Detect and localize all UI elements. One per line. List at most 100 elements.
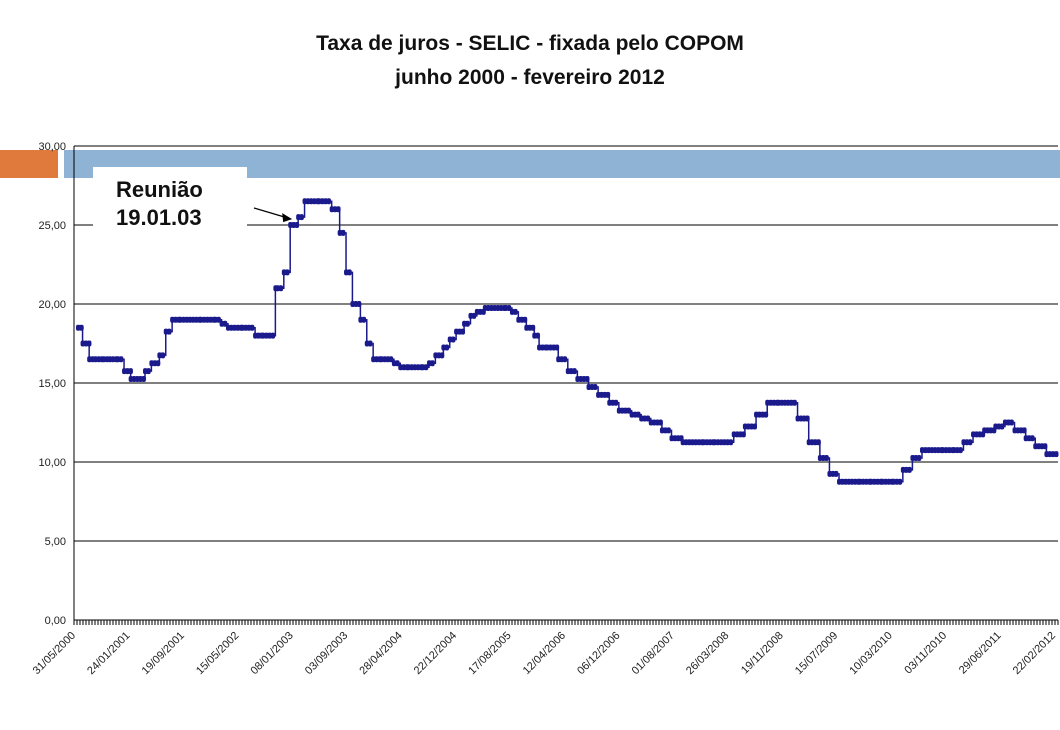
data-point — [347, 269, 352, 276]
y-tick-label: 0,00 — [45, 615, 66, 627]
data-point — [562, 356, 568, 363]
data-point — [605, 391, 611, 398]
y-tick-label: 5,00 — [45, 536, 66, 548]
data-point — [1054, 451, 1059, 458]
x-tick-label: 15/05/2002 — [194, 630, 241, 677]
data-point — [763, 411, 769, 418]
annotation-box — [93, 167, 247, 239]
data-point — [146, 368, 151, 375]
x-tick-label: 06/12/2006 — [575, 630, 622, 677]
data-point — [460, 328, 466, 335]
data-point — [361, 316, 367, 323]
x-tick-label: 22/02/2012 — [1011, 630, 1058, 677]
data-point — [278, 285, 284, 292]
data-point — [666, 427, 671, 434]
x-tick-label: 15/07/2009 — [793, 630, 840, 677]
data-point — [444, 344, 450, 351]
x-tick-label: 29/06/2011 — [957, 630, 1004, 677]
data-point — [160, 352, 166, 359]
chart-title: Taxa de juros - SELIC - fixada pelo COPO… — [316, 32, 744, 55]
data-point — [572, 368, 577, 375]
chart-subtitle: junho 2000 - fevereiro 2012 — [395, 66, 665, 89]
x-tick-label: 03/09/2003 — [303, 630, 350, 677]
data-point — [999, 423, 1005, 430]
data-point — [1030, 435, 1035, 442]
data-point — [128, 368, 133, 375]
y-tick-label: 10,00 — [38, 457, 66, 469]
arrow-head — [282, 213, 293, 223]
data-point — [833, 470, 839, 477]
data-point — [356, 301, 362, 307]
data-point — [465, 320, 470, 327]
annotation-line1: Reunião — [116, 177, 203, 202]
y-tick-label: 30,00 — [38, 141, 66, 153]
data-point — [626, 407, 631, 414]
data-point — [340, 229, 346, 236]
x-tick-label: 28/04/2004 — [357, 630, 404, 677]
x-tick-label: 22/12/2004 — [412, 630, 459, 677]
x-tick-label: 08/01/2003 — [248, 630, 295, 677]
y-tick-label: 25,00 — [38, 220, 66, 232]
data-point — [1009, 419, 1014, 426]
data-point — [636, 411, 641, 418]
data-point — [141, 376, 146, 383]
y-tick-label: 20,00 — [38, 299, 66, 311]
data-point — [816, 439, 821, 446]
data-point — [439, 352, 445, 359]
data-point — [658, 419, 663, 426]
x-tick-label: 10/03/2010 — [847, 630, 894, 677]
data-point — [805, 415, 810, 422]
data-point — [592, 383, 598, 390]
data-point — [958, 447, 963, 454]
data-point — [270, 332, 276, 339]
data-point — [294, 222, 300, 228]
y-tick-label: 15,00 — [38, 378, 66, 390]
annotation-label: Reunião 19.01.03 — [116, 176, 203, 232]
data-point — [216, 316, 221, 323]
data-point — [916, 455, 922, 462]
data-point — [752, 423, 757, 430]
data-point — [326, 198, 331, 205]
data-point — [79, 324, 84, 331]
data-point — [897, 478, 903, 485]
data-point — [299, 214, 304, 221]
data-point — [155, 360, 161, 367]
decor-bar-orange — [0, 150, 58, 178]
x-tick-label: 19/09/2001 — [140, 630, 187, 677]
x-tick-label: 26/03/2008 — [684, 630, 731, 677]
data-point — [118, 356, 124, 363]
x-tick-label: 24/01/2001 — [85, 630, 132, 677]
data-point — [613, 399, 619, 406]
x-tick-label: 12/04/2006 — [521, 630, 568, 677]
data-point — [367, 340, 373, 347]
data-point — [741, 431, 746, 438]
annotation-arrow — [253, 207, 293, 223]
data-point — [728, 439, 734, 446]
series-line — [76, 198, 1059, 485]
arrow-line — [253, 207, 289, 219]
data-point — [1042, 443, 1048, 450]
data-point — [166, 328, 172, 335]
x-tick-label: 19/11/2008 — [739, 630, 786, 677]
x-tick-label: 03/11/2010 — [902, 630, 949, 677]
data-point — [792, 399, 797, 406]
y-axis: 0,00 5,00 10,00 15,00 20,00 25,00 30,00 — [38, 141, 66, 627]
data-point — [430, 360, 435, 367]
data-point — [967, 439, 973, 446]
data-point — [471, 312, 477, 319]
data-point — [554, 344, 560, 351]
data-point — [86, 340, 92, 347]
data-point — [506, 304, 512, 311]
data-point — [450, 336, 456, 343]
data-point — [285, 269, 290, 276]
data-point — [535, 332, 540, 339]
data-point — [222, 320, 228, 327]
data-point — [249, 324, 255, 331]
data-point — [423, 364, 429, 371]
x-tick-label: 17/08/2005 — [466, 630, 513, 677]
data-point — [513, 308, 518, 315]
data-point — [907, 466, 912, 473]
data-point — [522, 316, 528, 323]
data-point — [395, 360, 400, 367]
